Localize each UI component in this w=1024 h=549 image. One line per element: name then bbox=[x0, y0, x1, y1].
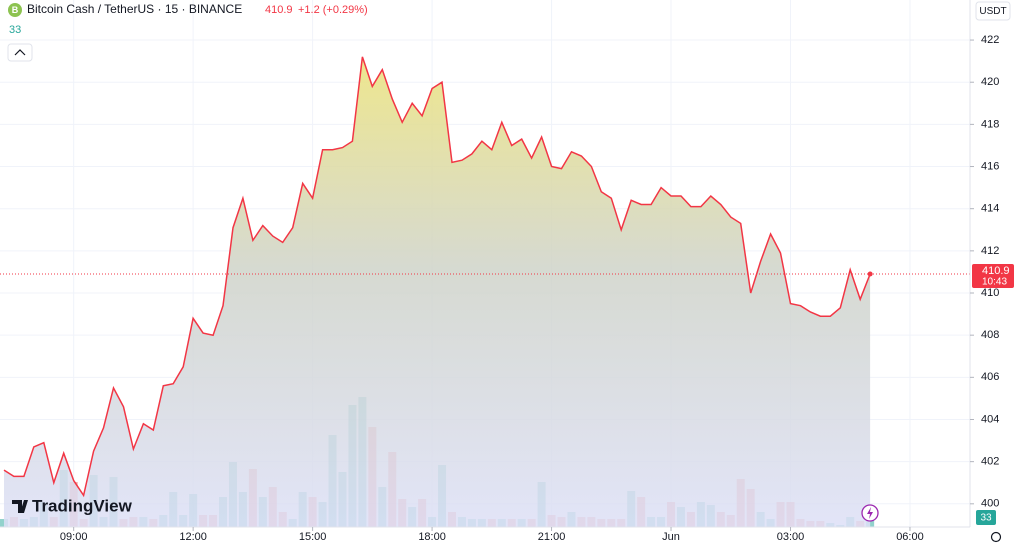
settings-button[interactable] bbox=[990, 531, 1002, 543]
x-tick-label: 03:00 bbox=[777, 531, 805, 543]
x-tick-label: 12:00 bbox=[179, 531, 207, 543]
y-tick-label: 400 bbox=[981, 498, 999, 510]
y-tick-label: 404 bbox=[981, 413, 999, 425]
x-tick-label: Jun bbox=[662, 531, 680, 543]
price-label: 410.9 bbox=[982, 265, 1010, 277]
y-tick-label: 420 bbox=[981, 76, 999, 88]
plot-area bbox=[0, 0, 970, 528]
logo: TradingView bbox=[32, 496, 133, 515]
y-tick-label: 422 bbox=[981, 34, 999, 46]
volume-axis-label: 33 bbox=[980, 513, 992, 524]
y-tick-label: 414 bbox=[981, 203, 999, 215]
lightning-icon bbox=[867, 507, 873, 519]
y-tick-label: 406 bbox=[981, 371, 999, 383]
collapse-icon bbox=[14, 49, 26, 56]
volume-value: 33 bbox=[9, 24, 21, 36]
volume-bar bbox=[866, 519, 875, 527]
price-line bbox=[3, 56, 871, 498]
x-tick-label: 06:00 bbox=[896, 531, 924, 543]
currency: USDT bbox=[979, 6, 1006, 17]
price-label-box bbox=[972, 264, 1014, 289]
symbol-icon-glyph: B bbox=[12, 5, 19, 15]
y-tick-label: 416 bbox=[981, 160, 999, 172]
logo-icon bbox=[12, 500, 28, 513]
y-tick-label: 402 bbox=[981, 456, 999, 468]
volume-label-box bbox=[976, 510, 996, 525]
last-point bbox=[867, 271, 873, 277]
symbol-icon bbox=[8, 3, 22, 17]
collapse-button[interactable] bbox=[7, 43, 33, 62]
y-tick-label: 408 bbox=[981, 329, 999, 341]
area-fill bbox=[3, 56, 871, 528]
symbol-title[interactable]: Bitcoin Cash / TetherUS · 15 · BINANCE bbox=[27, 2, 242, 16]
y-tick-label: 410 bbox=[981, 287, 999, 299]
x-tick-label: 18:00 bbox=[418, 531, 446, 543]
countdown: 10:43 bbox=[982, 277, 1007, 288]
x-tick-label: 09:00 bbox=[60, 531, 88, 543]
y-tick-label: 412 bbox=[981, 245, 999, 257]
y-tick-label: 418 bbox=[981, 118, 999, 130]
price: 410.9 bbox=[265, 4, 293, 16]
currency-button[interactable] bbox=[975, 1, 1011, 21]
x-tick-label: 15:00 bbox=[299, 531, 327, 543]
change: +1.2 (+0.29%) bbox=[298, 4, 368, 16]
x-tick-label: 21:00 bbox=[538, 531, 566, 543]
